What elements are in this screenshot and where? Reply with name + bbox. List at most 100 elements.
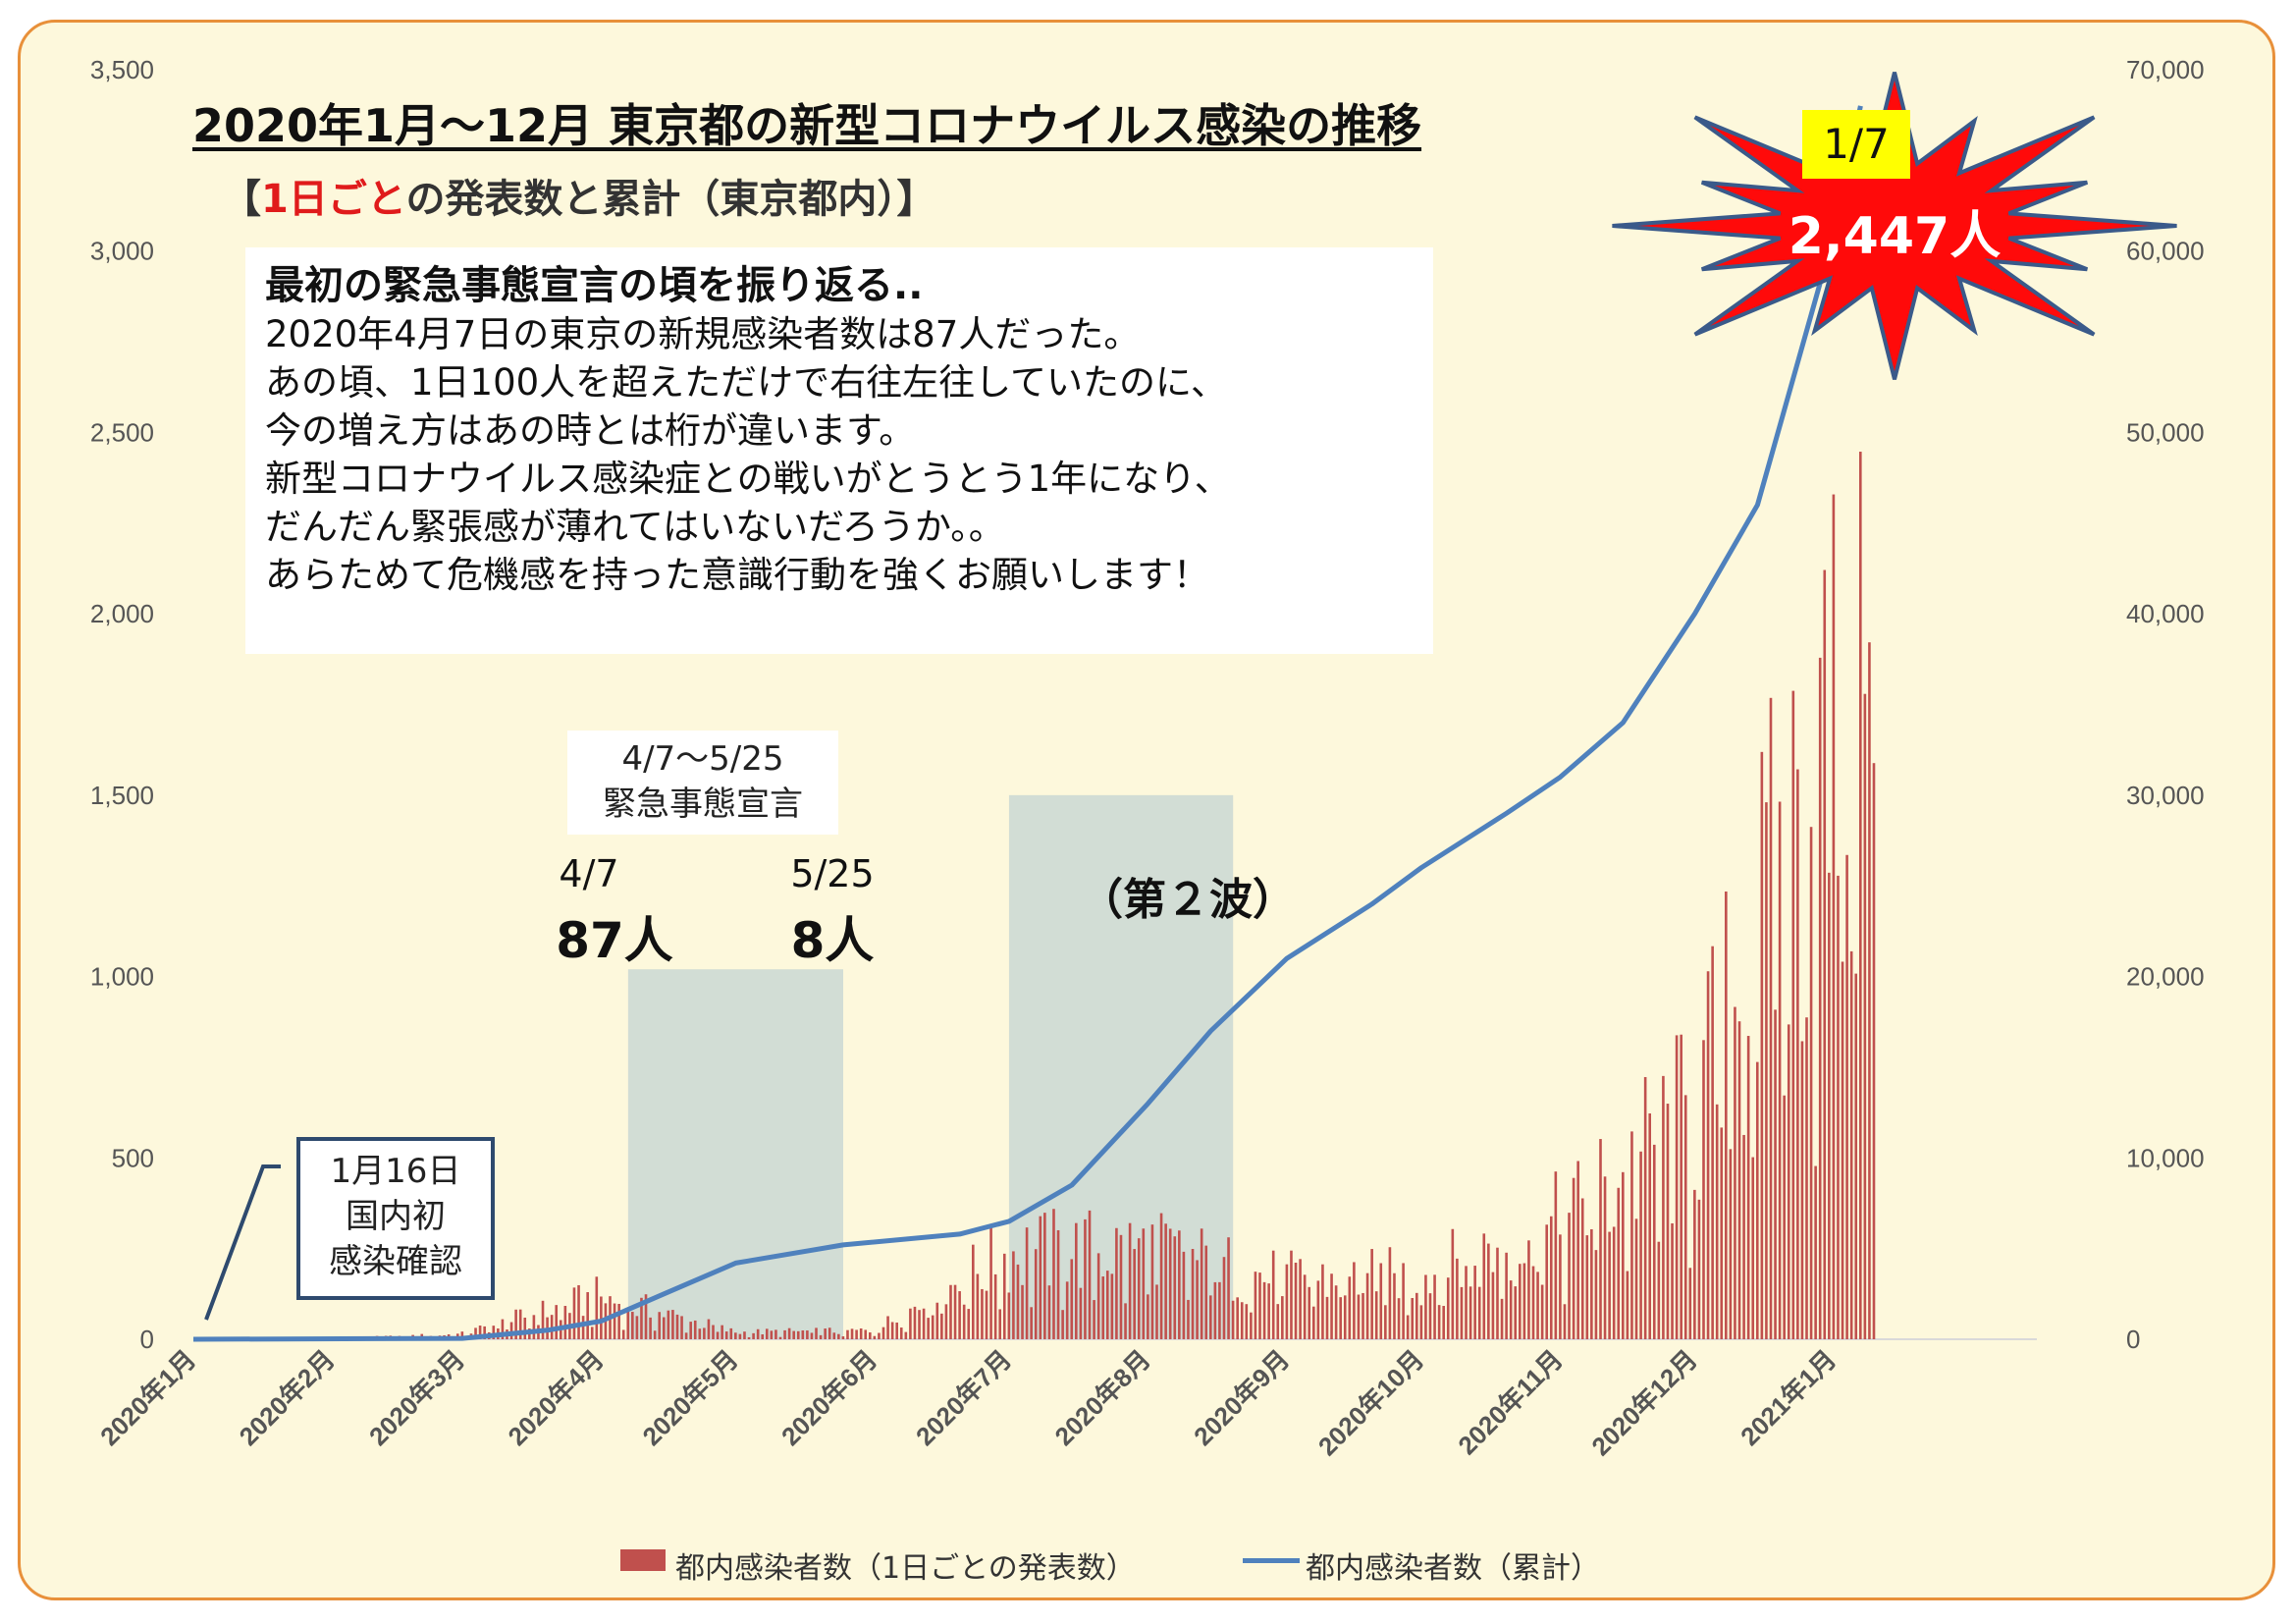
daily-bar: [1115, 1227, 1118, 1339]
daily-bar: [1096, 1253, 1100, 1339]
daily-bar: [1868, 642, 1871, 1339]
daily-bar: [680, 1316, 683, 1339]
daily-bar: [729, 1327, 733, 1339]
daily-bar: [644, 1294, 648, 1339]
daily-bar: [1276, 1304, 1280, 1339]
daily-bar: [801, 1329, 805, 1339]
daily-bar: [1208, 1295, 1212, 1339]
daily-bar: [1365, 1272, 1369, 1339]
daily-bar: [1500, 1298, 1504, 1339]
chart-title: 2020年1月～12月 東京都の新型コロナウイルス感染の推移: [192, 99, 1422, 152]
daily-bar: [962, 1304, 966, 1339]
callout-connector: [204, 1164, 281, 1321]
daily-bar: [684, 1332, 688, 1339]
daily-bar: [1137, 1238, 1141, 1339]
y-left-tick-label: 500: [112, 1143, 154, 1172]
daily-bar: [1841, 961, 1844, 1339]
daily-bar: [716, 1331, 720, 1339]
daily-bar: [1415, 1292, 1418, 1339]
x-tick-label: 2020年10月: [1312, 1344, 1429, 1461]
daily-bar: [1872, 763, 1876, 1339]
y-left-tick-label: 1,500: [90, 781, 154, 810]
x-tick-label: 2020年4月: [503, 1344, 610, 1451]
daily-bar: [523, 1317, 527, 1339]
daily-bar: [864, 1329, 868, 1339]
daily-bar: [1737, 1021, 1741, 1339]
daily-bar: [837, 1333, 840, 1339]
daily-bar: [1124, 1303, 1127, 1339]
daily-bar: [1030, 1307, 1033, 1339]
daily-bar: [878, 1332, 881, 1339]
daily-bar: [1858, 452, 1862, 1339]
x-tick-label: 2020年11月: [1452, 1344, 1568, 1460]
daily-bar: [1142, 1228, 1146, 1339]
peak-starburst: [1612, 72, 2177, 380]
daily-bar: [1828, 872, 1831, 1339]
daily-bar: [1755, 1061, 1759, 1339]
x-tick-label: 2021年1月: [1735, 1344, 1842, 1451]
daily-bar: [1433, 1274, 1436, 1339]
daily-bar: [1034, 1249, 1038, 1339]
daily-bar: [586, 1292, 589, 1339]
x-tick-label: 2020年7月: [910, 1344, 1017, 1451]
daily-bar: [855, 1329, 858, 1339]
x-tick-label: 2020年9月: [1188, 1344, 1295, 1451]
daily-bar: [1393, 1272, 1396, 1339]
daily-bar: [1688, 1268, 1692, 1339]
daily-bar: [1769, 697, 1773, 1339]
daily-bar: [1119, 1234, 1123, 1339]
daily-bar: [1531, 1266, 1535, 1339]
daily-bar: [492, 1326, 496, 1339]
daily-bar: [1774, 1009, 1777, 1339]
daily-bar: [1720, 1127, 1724, 1339]
daily-bar: [783, 1329, 786, 1339]
daily-bar: [1554, 1171, 1558, 1339]
daily-bar: [1487, 1243, 1490, 1339]
daily-bar: [1845, 854, 1848, 1339]
y-left-tick-label: 0: [140, 1325, 154, 1354]
daily-bar: [993, 1273, 997, 1339]
daily-bar: [1213, 1281, 1217, 1339]
daily-bar: [514, 1309, 517, 1339]
y-left-tick-label: 3,000: [90, 237, 154, 266]
daily-bar: [1536, 1272, 1539, 1339]
daily-bar: [869, 1332, 872, 1339]
daily-bar: [1760, 751, 1764, 1339]
daily-bar: [1559, 1234, 1562, 1339]
daily-bar: [1702, 1040, 1705, 1339]
daily-bar: [824, 1328, 827, 1339]
y-right-tick-label: 60,000: [2126, 237, 2205, 266]
daily-bar: [721, 1325, 723, 1339]
daily-bar: [532, 1315, 536, 1339]
second-wave-label: （第２波）: [1080, 875, 1296, 925]
daily-bar: [1065, 1281, 1069, 1339]
daily-bar: [541, 1300, 545, 1339]
daily-bar: [1388, 1247, 1392, 1339]
daily-bar: [985, 1290, 988, 1339]
daily-bar: [1442, 1306, 1445, 1339]
x-tick-label: 2020年5月: [637, 1344, 744, 1451]
daily-bar: [1697, 1199, 1701, 1339]
daily-bar: [1509, 1280, 1513, 1339]
daily-bar: [1362, 1292, 1364, 1339]
daily-bar: [1783, 1095, 1786, 1339]
daily-bar: [940, 1313, 943, 1339]
daily-bar: [976, 1273, 980, 1339]
y-right-tick-label: 40,000: [2126, 599, 2205, 628]
daily-bar: [895, 1322, 898, 1339]
note-line: 新型コロナウイルス感染症との戦いがとうとう1年になり、: [265, 458, 1231, 500]
daily-bar: [846, 1329, 849, 1339]
daily-bar: [886, 1316, 889, 1339]
daily-bar: [1308, 1286, 1311, 1339]
subtitle-highlight: 1日ごと: [261, 177, 406, 222]
daily-bar: [1809, 827, 1813, 1339]
y-left-tick-label: 2,000: [90, 599, 154, 628]
daily-bar: [787, 1327, 791, 1339]
daily-bar: [1075, 1222, 1078, 1339]
daily-bar: [859, 1328, 863, 1339]
daily-bar: [944, 1304, 948, 1339]
daily-bar: [734, 1332, 737, 1339]
legend-bar-label: 都内感染者数（1日ごとの発表数）: [675, 1551, 1136, 1586]
daily-bar: [761, 1334, 765, 1339]
daily-bar: [1218, 1281, 1221, 1339]
